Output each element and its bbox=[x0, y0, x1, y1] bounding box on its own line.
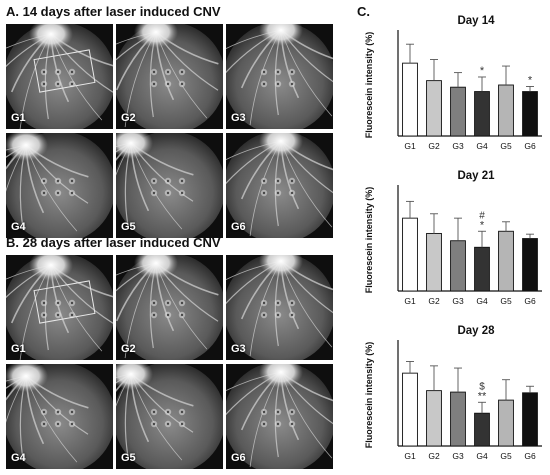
day14-tile-3: G3 bbox=[226, 24, 333, 129]
bar-g2 bbox=[426, 80, 442, 137]
day28-tile-label: G5 bbox=[121, 452, 136, 464]
day28-tile-label: G2 bbox=[121, 343, 136, 355]
day14-tile-2: G2 bbox=[116, 24, 223, 129]
day28-tile-label: G6 bbox=[231, 452, 246, 464]
significance-marker: * bbox=[528, 74, 533, 86]
bar-g5 bbox=[498, 84, 514, 137]
bar-g3 bbox=[450, 240, 466, 292]
day28-tile-label: G1 bbox=[11, 343, 26, 355]
chart-title: Day 21 bbox=[457, 170, 495, 182]
bar-g4 bbox=[474, 412, 490, 447]
bar-g6 bbox=[522, 392, 538, 447]
day14-tile-label: G5 bbox=[121, 221, 136, 233]
day28-tile-4: G4 bbox=[6, 364, 113, 469]
x-tick-label: G4 bbox=[476, 141, 488, 151]
bar-g1 bbox=[402, 62, 418, 137]
x-tick-label: G6 bbox=[524, 141, 536, 151]
day14-tile-4: G4 bbox=[6, 133, 113, 238]
x-tick-label: G3 bbox=[452, 451, 464, 461]
panel-a-label: A. 14 days after laser induced CNV bbox=[6, 4, 221, 19]
x-tick-label: G5 bbox=[500, 141, 512, 151]
x-tick-label: G2 bbox=[428, 141, 440, 151]
bar-g4 bbox=[474, 246, 490, 292]
bar-g5 bbox=[498, 230, 514, 292]
bar-g6 bbox=[522, 91, 538, 137]
day14-tile-label: G4 bbox=[11, 221, 26, 233]
day28-tile-label: G4 bbox=[11, 452, 26, 464]
day28-tile-3: G3 bbox=[226, 255, 333, 360]
day28-fundus-image-3 bbox=[226, 255, 333, 360]
significance-marker: $ bbox=[479, 381, 485, 392]
bar-g6 bbox=[522, 238, 538, 292]
x-tick-label: G2 bbox=[428, 296, 440, 306]
day14-fundus-image-6 bbox=[226, 133, 333, 238]
chart-title: Day 14 bbox=[457, 15, 495, 27]
bar-chart-day21: Day 21 Fluorescein intensity (%) G1 G2 G3 G4 #… bbox=[360, 163, 548, 315]
chart-title: Day 28 bbox=[457, 325, 495, 337]
y-axis-label: Fluorescein intensity (%) bbox=[364, 32, 374, 139]
x-tick-label: G5 bbox=[500, 296, 512, 306]
significance-marker: ** bbox=[478, 390, 487, 402]
x-tick-label: G1 bbox=[404, 141, 416, 151]
day14-tile-label: G3 bbox=[231, 112, 246, 124]
day14-tile-5: G5 bbox=[116, 133, 223, 238]
y-axis-label: Fluorescein intensity (%) bbox=[364, 342, 374, 449]
day14-fundus-image-3 bbox=[226, 24, 333, 129]
x-tick-label: G6 bbox=[524, 296, 536, 306]
x-tick-label: G5 bbox=[500, 451, 512, 461]
y-axis-label: Fluorescein intensity (%) bbox=[364, 187, 374, 294]
day28-fundus-image-4 bbox=[6, 364, 113, 469]
x-tick-label: G6 bbox=[524, 451, 536, 461]
day14-fundus-image-1 bbox=[6, 24, 113, 129]
day14-fundus-image-4 bbox=[6, 133, 113, 238]
bar-g3 bbox=[450, 391, 466, 447]
x-tick-label: G3 bbox=[452, 141, 464, 151]
x-tick-label: G1 bbox=[404, 296, 416, 306]
bar-g1 bbox=[402, 372, 418, 447]
day28-fundus-image-6 bbox=[226, 364, 333, 469]
day14-tile-label: G2 bbox=[121, 112, 136, 124]
panel-b-label: B. 28 days after laser induced CNV bbox=[6, 235, 221, 250]
day28-fundus-image-5 bbox=[116, 364, 223, 469]
x-tick-label: G4 bbox=[476, 451, 488, 461]
bar-g3 bbox=[450, 86, 466, 137]
significance-marker: * bbox=[480, 65, 485, 77]
x-tick-label: G1 bbox=[404, 451, 416, 461]
panel-c-label: C. bbox=[357, 4, 370, 19]
significance-marker: * bbox=[480, 219, 485, 231]
day14-tile-label: G6 bbox=[231, 221, 246, 233]
day14-fundus-image-5 bbox=[116, 133, 223, 238]
day28-fundus-image-2 bbox=[116, 255, 223, 360]
x-tick-label: G2 bbox=[428, 451, 440, 461]
bar-chart-day28: Day 28 Fluorescein intensity (%) G1 G2 G3 G4 $… bbox=[360, 318, 548, 470]
bar-g2 bbox=[426, 390, 442, 447]
bar-g1 bbox=[402, 217, 418, 292]
bar-g2 bbox=[426, 232, 442, 292]
bar-g5 bbox=[498, 399, 514, 447]
day28-tile-2: G2 bbox=[116, 255, 223, 360]
day14-tile-6: G6 bbox=[226, 133, 333, 238]
day28-tile-1: G1 bbox=[6, 255, 113, 360]
significance-marker: # bbox=[479, 210, 485, 221]
day14-tile-label: G1 bbox=[11, 112, 26, 124]
day14-fundus-image-2 bbox=[116, 24, 223, 129]
day14-tile-1: G1 bbox=[6, 24, 113, 129]
x-tick-label: G4 bbox=[476, 296, 488, 306]
bar-chart-day14: Day 14 Fluorescein intensity (%) G1 G2 G3 G4 *… bbox=[360, 8, 548, 160]
bar-g4 bbox=[474, 91, 490, 137]
day28-tile-6: G6 bbox=[226, 364, 333, 469]
day28-tile-label: G3 bbox=[231, 343, 246, 355]
x-tick-label: G3 bbox=[452, 296, 464, 306]
day28-tile-5: G5 bbox=[116, 364, 223, 469]
day28-fundus-image-1 bbox=[6, 255, 113, 360]
